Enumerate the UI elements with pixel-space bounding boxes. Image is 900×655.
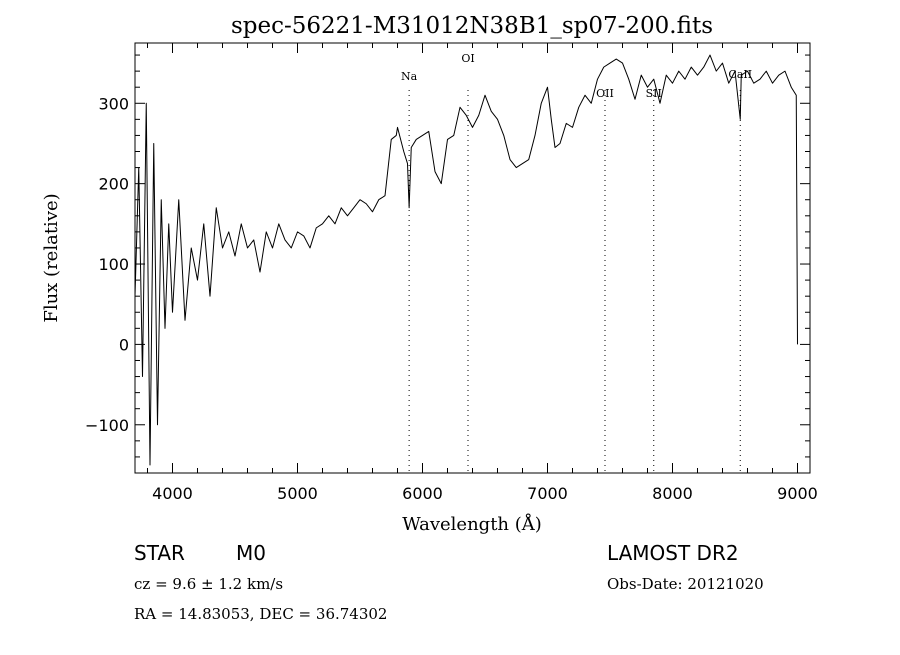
line-marker-label: OII	[596, 87, 614, 100]
obs-date: Obs-Date: 20121020	[607, 575, 764, 593]
line-marker-label: CaII	[728, 68, 752, 81]
redshift-text: cz = 9.6 ± 1.2 km/s	[134, 575, 283, 593]
y-tick-label: 100	[98, 255, 129, 274]
x-tick-label: 7000	[527, 484, 568, 503]
y-tick-label: 0	[119, 335, 129, 354]
x-tick-label: 6000	[402, 484, 443, 503]
coordinates-text: RA = 14.83053, DEC = 36.74302	[134, 605, 387, 623]
y-axis-label: Flux (relative)	[41, 193, 62, 322]
object-class: STAR	[134, 541, 185, 565]
line-marker-label: Na	[401, 70, 418, 83]
x-tick-label: 8000	[652, 484, 693, 503]
line-marker-label: SII	[646, 87, 662, 100]
chart-title: spec-56221-M31012N38B1_sp07-200.fits	[231, 13, 713, 39]
survey-name: LAMOST DR2	[607, 541, 739, 565]
y-tick-label: 300	[98, 94, 129, 113]
y-tick-label: −100	[85, 416, 129, 435]
x-tick-label: 5000	[277, 484, 318, 503]
object-subclass: M0	[236, 541, 266, 565]
y-tick-label: 200	[98, 175, 129, 194]
spectrum-line	[134, 54, 798, 466]
x-axis-label: Wavelength (Å)	[402, 513, 542, 535]
x-tick-label: 9000	[777, 484, 818, 503]
x-tick-label: 4000	[152, 484, 193, 503]
plot-frame	[134, 42, 811, 474]
line-marker-label: OI	[461, 52, 474, 65]
